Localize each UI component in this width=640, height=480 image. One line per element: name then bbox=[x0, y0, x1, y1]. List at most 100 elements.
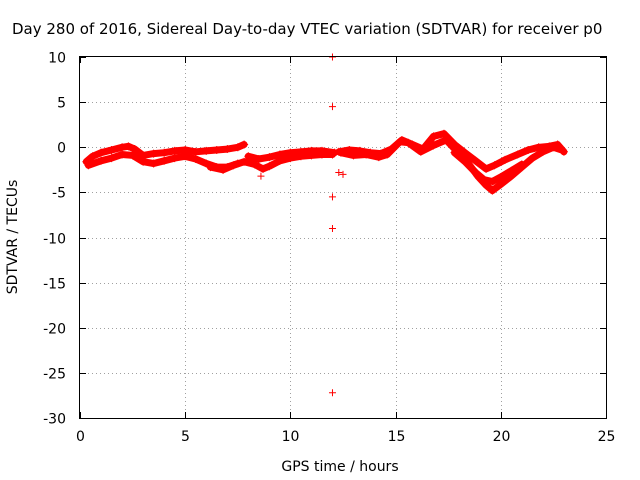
data-point bbox=[461, 157, 470, 166]
data-point bbox=[307, 146, 316, 155]
outlier-point bbox=[328, 193, 336, 201]
data-point bbox=[191, 147, 200, 156]
data-point bbox=[250, 160, 259, 169]
data-point bbox=[524, 145, 533, 154]
data-point bbox=[374, 153, 383, 162]
x-tick-label: 25 bbox=[598, 429, 616, 445]
data-point bbox=[482, 164, 491, 173]
data-point bbox=[160, 156, 169, 165]
data-point bbox=[170, 154, 179, 163]
data-point bbox=[118, 150, 127, 159]
data-point bbox=[534, 143, 543, 152]
y-tick-label: -20 bbox=[43, 322, 66, 338]
data-point bbox=[557, 145, 566, 154]
data-point bbox=[517, 160, 526, 169]
data-point bbox=[181, 152, 190, 161]
x-tick-label: 5 bbox=[181, 429, 190, 445]
data-point bbox=[395, 137, 404, 146]
data-point bbox=[206, 163, 215, 172]
data-point bbox=[97, 148, 106, 157]
data-point bbox=[336, 148, 345, 157]
tick-labels: 0 5 10 15 20 25 10 5 0 -5 -10 -15 -20 -25 -30 bbox=[43, 51, 615, 446]
data-point bbox=[259, 164, 268, 173]
grid-lines bbox=[80, 57, 606, 418]
data-point bbox=[317, 146, 326, 155]
data-point bbox=[233, 143, 242, 152]
data-point bbox=[528, 154, 537, 163]
data-point bbox=[97, 156, 106, 165]
data-point bbox=[275, 150, 284, 159]
data-point bbox=[265, 162, 274, 171]
data-point bbox=[439, 129, 448, 138]
data-point bbox=[501, 155, 510, 164]
data-point bbox=[170, 146, 179, 155]
y-tick-label: 5 bbox=[57, 96, 66, 112]
data-point bbox=[513, 150, 522, 159]
data-point bbox=[471, 156, 480, 165]
data-point bbox=[404, 138, 413, 147]
data-point bbox=[149, 149, 158, 158]
data-point bbox=[254, 154, 263, 163]
data-point bbox=[488, 186, 497, 195]
outlier-point bbox=[335, 169, 343, 177]
data-point bbox=[450, 148, 459, 157]
data-point bbox=[471, 168, 480, 177]
data-series bbox=[82, 53, 568, 397]
data-point bbox=[362, 150, 371, 159]
data-point bbox=[191, 154, 200, 163]
outlier-point bbox=[328, 103, 336, 111]
x-axis-label: GPS time / hours bbox=[281, 459, 398, 475]
data-point bbox=[202, 146, 211, 155]
data-point bbox=[442, 136, 451, 145]
data-point bbox=[416, 147, 425, 156]
x-tick-label: 20 bbox=[493, 429, 511, 445]
data-point bbox=[265, 153, 274, 162]
data-point bbox=[538, 147, 547, 156]
data-point bbox=[149, 159, 158, 168]
y-tick-label: -10 bbox=[43, 232, 66, 248]
axis-ticks bbox=[80, 57, 607, 419]
data-point bbox=[202, 159, 211, 168]
data-point bbox=[212, 145, 221, 154]
data-point bbox=[496, 173, 505, 182]
y-tick-label: 0 bbox=[57, 141, 66, 157]
data-point bbox=[229, 161, 238, 170]
data-point bbox=[429, 141, 438, 150]
data-point bbox=[488, 177, 497, 186]
y-tick-label: -25 bbox=[43, 367, 66, 383]
data-point bbox=[139, 157, 148, 166]
data-point bbox=[296, 147, 305, 156]
outlier-point bbox=[257, 172, 265, 180]
data-point bbox=[219, 165, 228, 174]
data-point bbox=[128, 151, 137, 160]
data-point bbox=[496, 180, 505, 189]
scatter-band-band-g bbox=[451, 149, 526, 185]
data-point bbox=[240, 140, 249, 149]
y-tick-label: -15 bbox=[43, 277, 66, 293]
data-point bbox=[107, 145, 116, 154]
data-point bbox=[479, 175, 488, 184]
plot-frame bbox=[79, 56, 607, 419]
data-point bbox=[84, 161, 93, 170]
data-point bbox=[160, 148, 169, 157]
data-point bbox=[286, 148, 295, 157]
outlier-point bbox=[328, 224, 336, 232]
data-point bbox=[507, 166, 516, 175]
data-point bbox=[490, 161, 499, 170]
data-point bbox=[130, 145, 139, 154]
y-tick-label: -5 bbox=[52, 186, 66, 202]
y-axis-label: SDTVAR / TECUs bbox=[5, 180, 21, 295]
data-point bbox=[244, 152, 253, 161]
outlier-point bbox=[339, 170, 347, 178]
chart-title: Day 280 of 2016, Sidereal Day-to-day VTE… bbox=[12, 20, 602, 38]
y-tick-label: 10 bbox=[48, 51, 66, 67]
x-tick-label: 15 bbox=[388, 429, 406, 445]
data-point bbox=[549, 143, 558, 152]
data-point bbox=[349, 151, 358, 160]
x-tick-label: 10 bbox=[282, 429, 300, 445]
data-point bbox=[240, 157, 249, 166]
data-point bbox=[118, 143, 127, 152]
data-point bbox=[429, 132, 438, 141]
data-point bbox=[107, 154, 116, 163]
